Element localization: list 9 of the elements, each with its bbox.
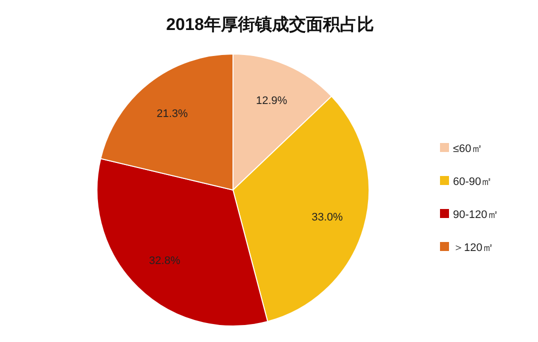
data-label: 32.8%: [149, 255, 180, 268]
legend-label: ≤60㎡: [453, 143, 482, 155]
legend-label: 90-120㎡: [453, 209, 498, 221]
data-label: 12.9%: [256, 95, 288, 108]
data-label: 33.0%: [312, 212, 344, 224]
data-label: 21.3%: [156, 108, 188, 120]
legend-label: ＞120㎡: [453, 242, 494, 254]
chart-title: 2018年厚街镇成交面积占比: [166, 15, 374, 34]
legend-label: 60-90㎡: [453, 176, 492, 188]
